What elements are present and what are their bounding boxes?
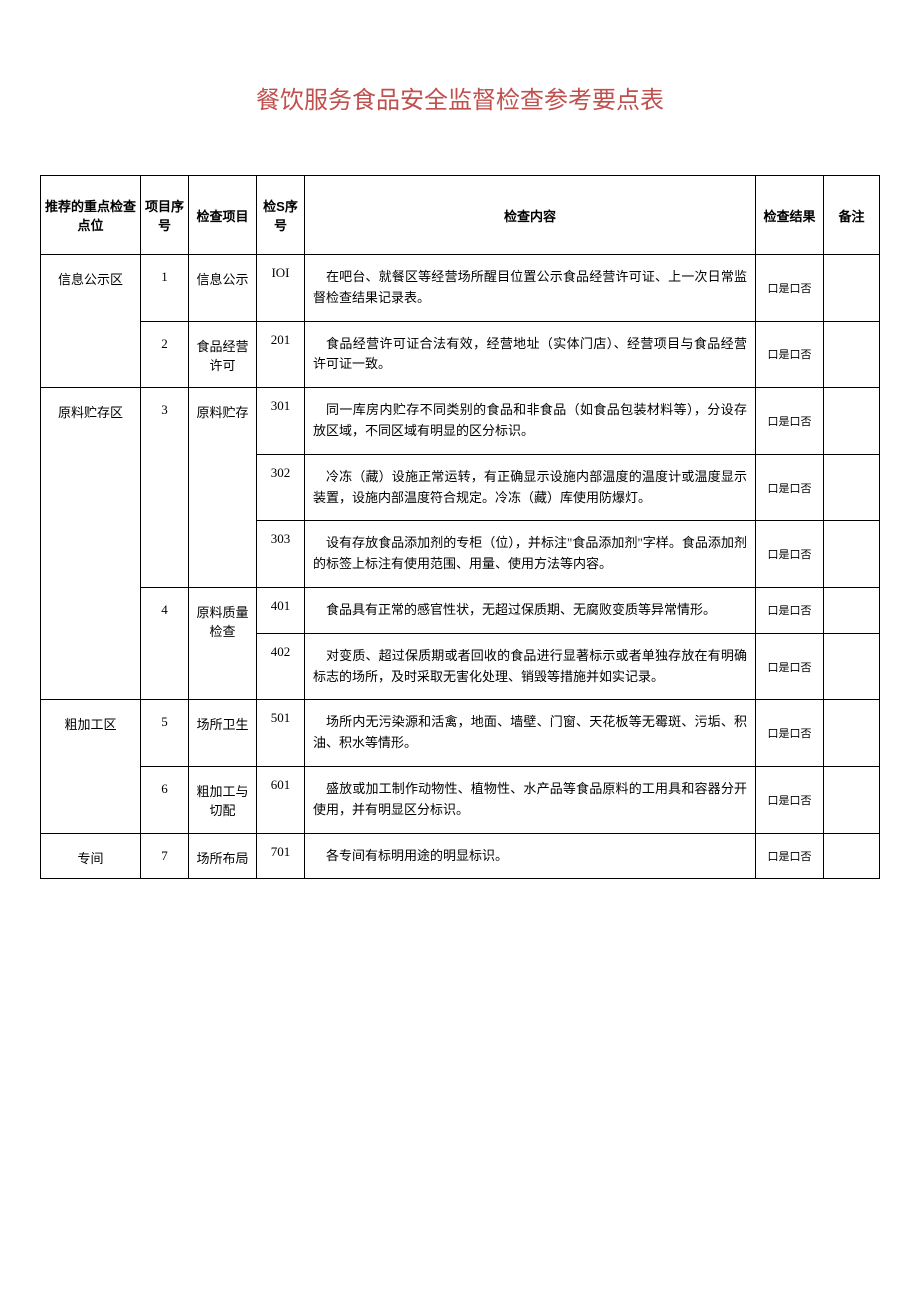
- check-no-cell: 302: [257, 454, 305, 521]
- content-cell: 对变质、超过保质期或者回收的食品进行显著标示或者单独存放在有明确标志的场所，及时…: [305, 633, 756, 700]
- result-cell: 口是口否: [756, 321, 824, 388]
- proj-name-cell: 场所卫生: [189, 700, 257, 767]
- proj-name-cell: 食品经营许可: [189, 321, 257, 388]
- remark-cell: [824, 321, 880, 388]
- table-row: 6粗加工与切配601盛放或加工制作动物性、植物性、水产品等食品原料的工用具和容器…: [41, 766, 880, 833]
- result-cell: 口是口否: [756, 633, 824, 700]
- remark-cell: [824, 587, 880, 633]
- check-no-cell: 301: [257, 388, 305, 455]
- header-proj-name: 检查项目: [189, 176, 257, 255]
- table-row: 信息公示区1信息公示IOI在吧台、就餐区等经营场所醒目位置公示食品经营许可证、上…: [41, 255, 880, 322]
- content-cell: 各专间有标明用途的明显标识。: [305, 833, 756, 879]
- proj-name-cell: 信息公示: [189, 255, 257, 322]
- location-cell: 原料贮存区: [41, 388, 141, 700]
- proj-name-cell: 场所布局: [189, 833, 257, 879]
- result-cell: 口是口否: [756, 766, 824, 833]
- proj-no-cell: 4: [141, 587, 189, 699]
- check-no-cell: 701: [257, 833, 305, 879]
- proj-no-cell: 2: [141, 321, 189, 388]
- location-cell: 专间: [41, 833, 141, 879]
- proj-name-cell: 原料贮存: [189, 388, 257, 588]
- table-row: 4原料质量检查401食品具有正常的感官性状，无超过保质期、无腐败变质等异常情形。…: [41, 587, 880, 633]
- remark-cell: [824, 388, 880, 455]
- content-cell: 盛放或加工制作动物性、植物性、水产品等食品原料的工用具和容器分开使用，并有明显区…: [305, 766, 756, 833]
- header-result: 检查结果: [756, 176, 824, 255]
- header-content: 检查内容: [305, 176, 756, 255]
- result-cell: 口是口否: [756, 833, 824, 879]
- content-cell: 冷冻（藏）设施正常运转，有正确显示设施内部温度的温度计或温度显示装置，设施内部温…: [305, 454, 756, 521]
- check-no-cell: 201: [257, 321, 305, 388]
- check-no-cell: IOI: [257, 255, 305, 322]
- result-cell: 口是口否: [756, 454, 824, 521]
- header-remark: 备注: [824, 176, 880, 255]
- table-row: 原料贮存区3原料贮存301同一库房内贮存不同类别的食品和非食品（如食品包装材料等…: [41, 388, 880, 455]
- remark-cell: [824, 833, 880, 879]
- content-cell: 在吧台、就餐区等经营场所醒目位置公示食品经营许可证、上一次日常监督检查结果记录表…: [305, 255, 756, 322]
- content-cell: 食品具有正常的感官性状，无超过保质期、无腐败变质等异常情形。: [305, 587, 756, 633]
- location-cell: 粗加工区: [41, 700, 141, 833]
- check-no-cell: 501: [257, 700, 305, 767]
- check-no-cell: 401: [257, 587, 305, 633]
- table-row: 粗加工区5场所卫生501场所内无污染源和活禽，地面、墙壁、门窗、天花板等无霉斑、…: [41, 700, 880, 767]
- proj-no-cell: 6: [141, 766, 189, 833]
- header-check-no: 检S序号: [257, 176, 305, 255]
- header-proj-no: 项目序号: [141, 176, 189, 255]
- content-cell: 设有存放食品添加剂的专柜（位），并标注"食品添加剂"字样。食品添加剂的标签上标注…: [305, 521, 756, 588]
- table-row: 2食品经营许可201食品经营许可证合法有效，经营地址（实体门店）、经营项目与食品…: [41, 321, 880, 388]
- result-cell: 口是口否: [756, 700, 824, 767]
- table-header-row: 推荐的重点检查点位 项目序号 检查项目 检S序号 检查内容 检查结果 备注: [41, 176, 880, 255]
- proj-no-cell: 5: [141, 700, 189, 767]
- remark-cell: [824, 700, 880, 767]
- check-no-cell: 402: [257, 633, 305, 700]
- proj-no-cell: 1: [141, 255, 189, 322]
- remark-cell: [824, 521, 880, 588]
- remark-cell: [824, 255, 880, 322]
- proj-name-cell: 粗加工与切配: [189, 766, 257, 833]
- inspection-table: 推荐的重点检查点位 项目序号 检查项目 检S序号 检查内容 检查结果 备注 信息…: [40, 175, 880, 879]
- table-row: 专间7场所布局701各专间有标明用途的明显标识。口是口否: [41, 833, 880, 879]
- remark-cell: [824, 633, 880, 700]
- document-title: 餐饮服务食品安全监督检查参考要点表: [40, 80, 880, 115]
- content-cell: 食品经营许可证合法有效，经营地址（实体门店）、经营项目与食品经营许可证一致。: [305, 321, 756, 388]
- location-cell: 信息公示区: [41, 255, 141, 388]
- header-location: 推荐的重点检查点位: [41, 176, 141, 255]
- remark-cell: [824, 454, 880, 521]
- remark-cell: [824, 766, 880, 833]
- proj-name-cell: 原料质量检查: [189, 587, 257, 699]
- check-no-cell: 601: [257, 766, 305, 833]
- result-cell: 口是口否: [756, 255, 824, 322]
- content-cell: 场所内无污染源和活禽，地面、墙壁、门窗、天花板等无霉斑、污垢、积油、积水等情形。: [305, 700, 756, 767]
- result-cell: 口是口否: [756, 388, 824, 455]
- content-cell: 同一库房内贮存不同类别的食品和非食品（如食品包装材料等），分设存放区域，不同区域…: [305, 388, 756, 455]
- proj-no-cell: 3: [141, 388, 189, 588]
- check-no-cell: 303: [257, 521, 305, 588]
- proj-no-cell: 7: [141, 833, 189, 879]
- result-cell: 口是口否: [756, 587, 824, 633]
- result-cell: 口是口否: [756, 521, 824, 588]
